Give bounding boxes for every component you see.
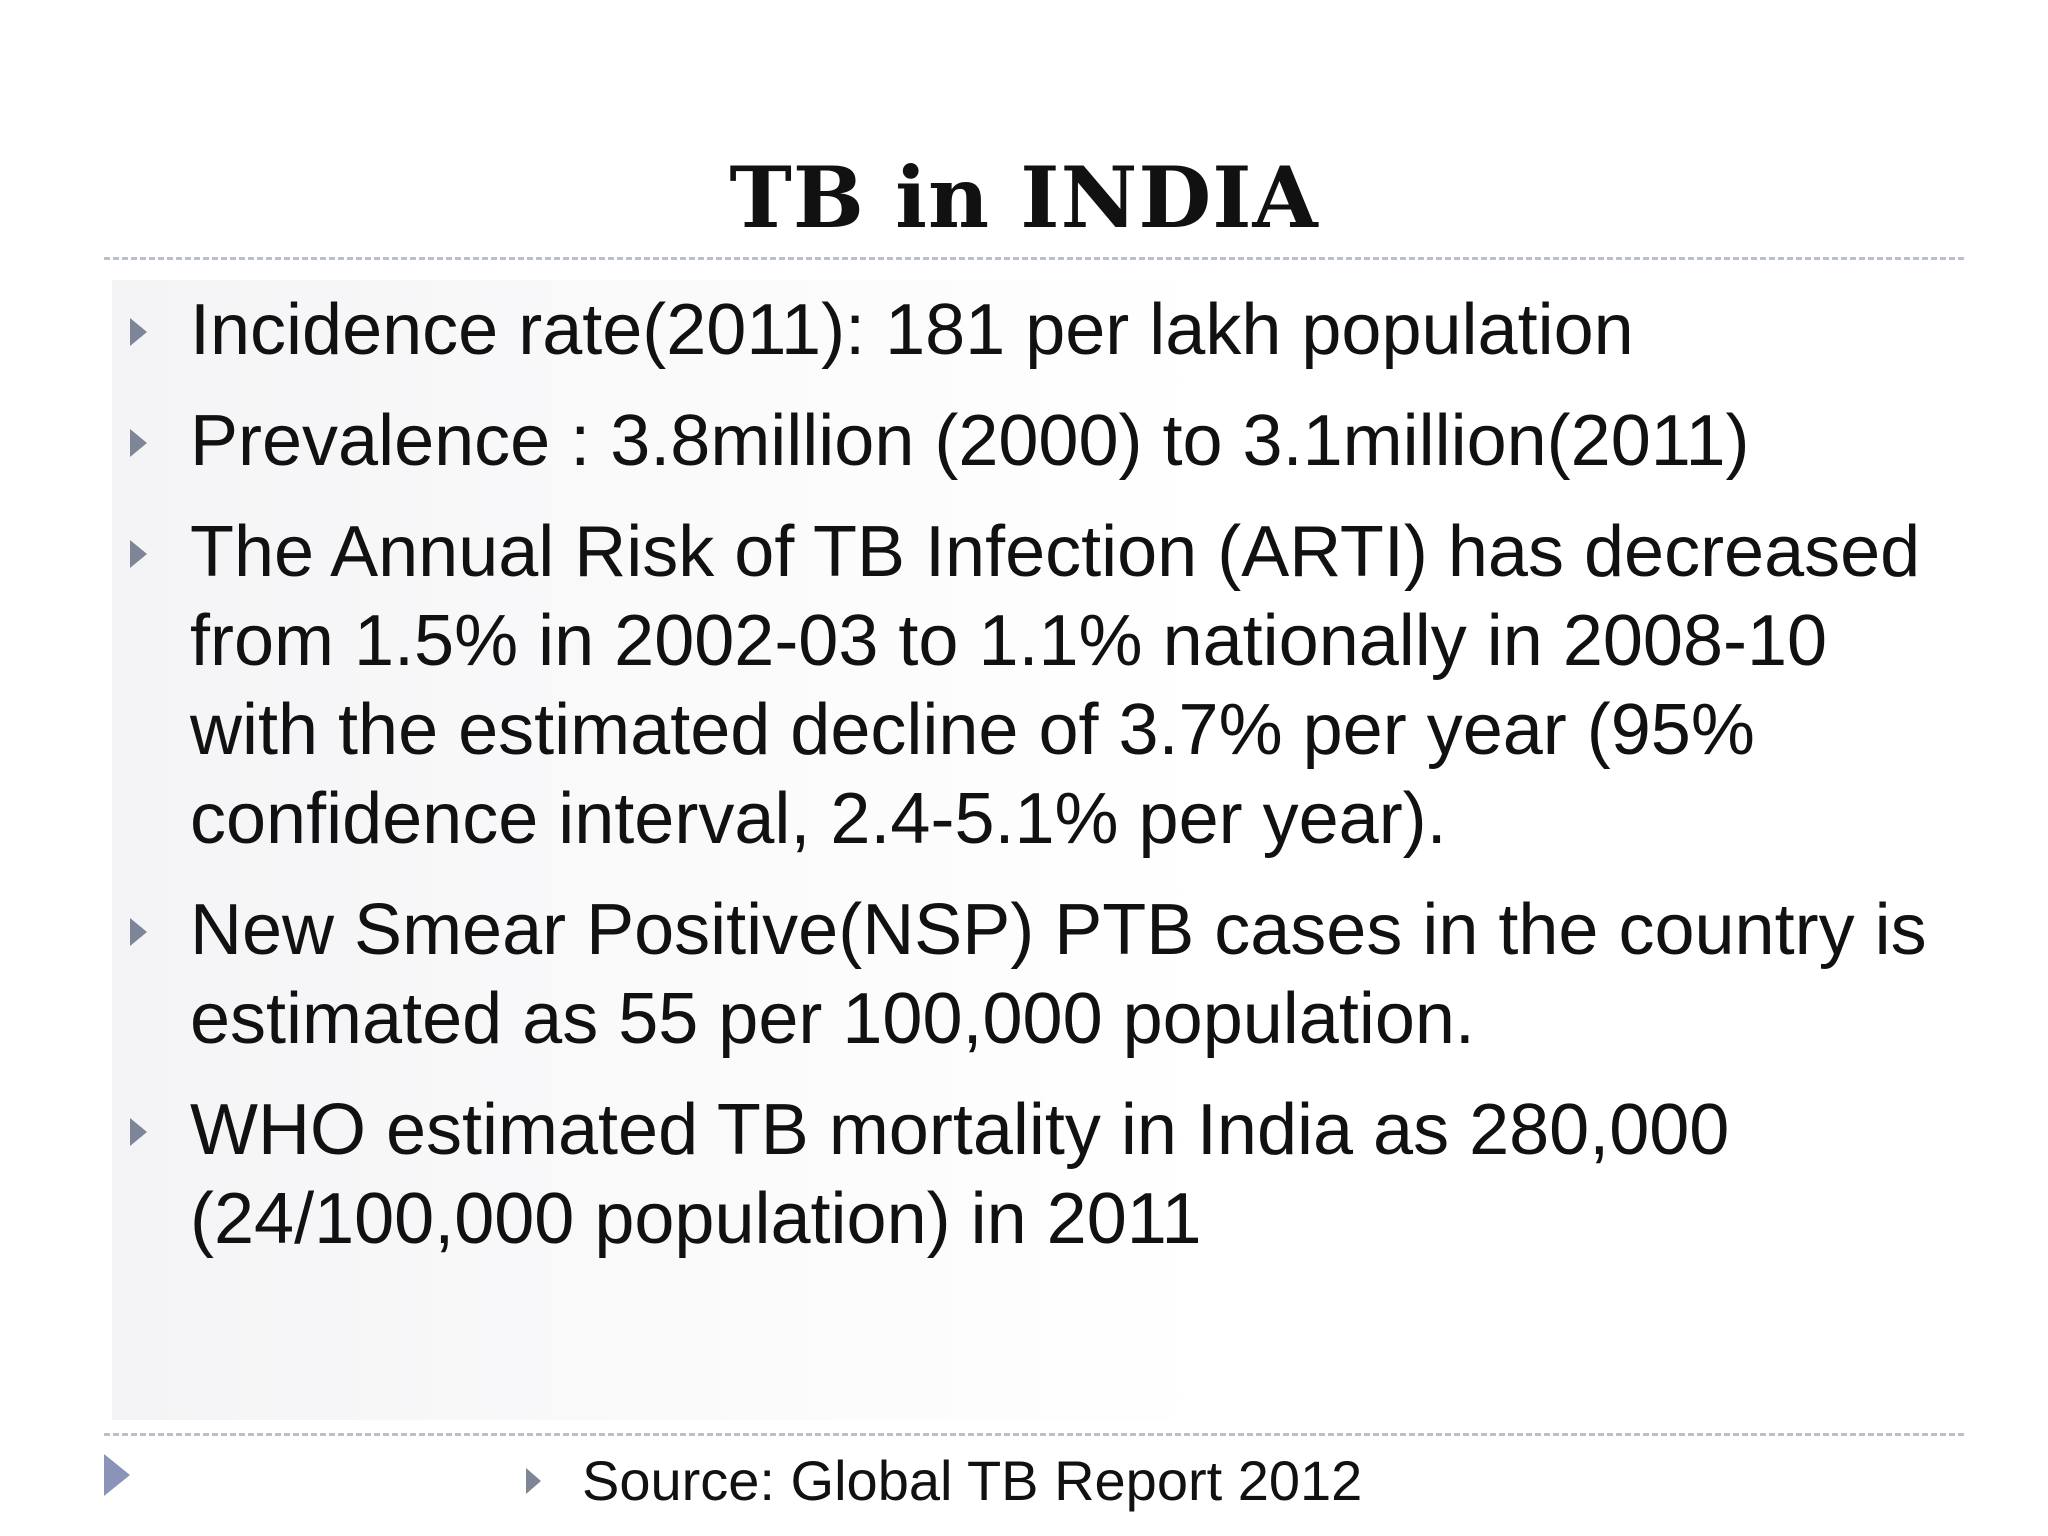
bullet-arrow-icon: [130, 918, 147, 946]
bullet-arrow-icon: [130, 540, 147, 568]
bullet-item-mortality: WHO estimated TB mortality in India as 2…: [120, 1086, 1960, 1264]
bullet-item-prevalence: Prevalence : 3.8million (2000) to 3.1mil…: [120, 397, 1960, 486]
bullet-text: The Annual Risk of TB Infection (ARTI) h…: [190, 512, 1921, 859]
top-divider: [104, 257, 1964, 260]
slide-title: TB in INDIA: [729, 148, 1319, 247]
bullet-item-incidence: Incidence rate(2011): 181 per lakh popul…: [120, 286, 1960, 375]
bullet-text: WHO estimated TB mortality in India as 2…: [190, 1090, 1730, 1259]
bullet-text: Incidence rate(2011): 181 per lakh popul…: [190, 290, 1634, 370]
bullet-arrow-icon: [130, 429, 147, 457]
bullet-arrow-icon: [130, 318, 147, 346]
corner-triangle-icon: [104, 1454, 130, 1496]
source-text: Source: Global TB Report 2012: [582, 1449, 1363, 1512]
source-note: Source: Global TB Report 2012: [526, 1448, 1362, 1514]
bullet-item-arti: The Annual Risk of TB Infection (ARTI) h…: [120, 508, 1960, 864]
bullet-item-nsp: New Smear Positive(NSP) PTB cases in the…: [120, 886, 1960, 1064]
bullet-text: Prevalence : 3.8million (2000) to 3.1mil…: [190, 401, 1750, 481]
bullet-text: New Smear Positive(NSP) PTB cases in the…: [190, 890, 1927, 1059]
content-background: [112, 280, 1958, 1420]
bullet-arrow-icon: [130, 1118, 147, 1146]
source-arrow-icon: [526, 1468, 541, 1494]
bottom-divider: [104, 1433, 1964, 1436]
bullet-list: Incidence rate(2011): 181 per lakh popul…: [120, 286, 1960, 1286]
